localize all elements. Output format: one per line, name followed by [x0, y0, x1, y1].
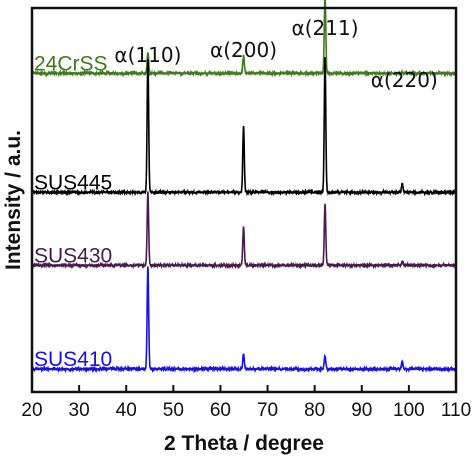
series-line-sus445 — [31, 57, 457, 197]
y-axis-title: Intensity / a.u. — [2, 130, 25, 270]
peak-label: α(110) — [114, 43, 181, 67]
x-tick-label: 20 — [21, 400, 42, 421]
x-ticks: 20 30 40 50 60 70 80 90 100 110 — [21, 385, 471, 421]
series-line-sus410 — [31, 266, 457, 374]
series-label-24crss: 24CrSS — [34, 52, 108, 75]
series-label-sus430: SUS430 — [34, 244, 112, 267]
x-tick-label: 90 — [351, 400, 372, 421]
plot-frame — [30, 6, 458, 394]
x-tick-label: 70 — [257, 400, 278, 421]
labels-layer: 24CrSS SUS445 SUS430 SUS410 α(110) α(200) α(21… — [34, 16, 438, 371]
peak-label: α(211) — [292, 16, 359, 40]
x-tick-label: 30 — [69, 400, 90, 421]
x-axis-title: 2 Theta / degree — [164, 432, 324, 455]
peak-label: α(200) — [210, 38, 277, 62]
peak-label: α(220) — [371, 68, 438, 92]
series-line-24crss — [31, 0, 457, 78]
series-label-sus410: SUS410 — [34, 348, 112, 371]
x-tick-label: 60 — [210, 400, 231, 421]
x-tick-label: 110 — [441, 400, 471, 421]
series-label-sus445: SUS445 — [34, 171, 112, 194]
series-layer — [31, 0, 457, 374]
x-tick-label: 50 — [163, 400, 184, 421]
series-line-sus430 — [31, 191, 457, 270]
x-tick-label: 100 — [393, 400, 425, 421]
x-tick-label: 40 — [116, 400, 137, 421]
x-tick-label: 80 — [304, 400, 325, 421]
